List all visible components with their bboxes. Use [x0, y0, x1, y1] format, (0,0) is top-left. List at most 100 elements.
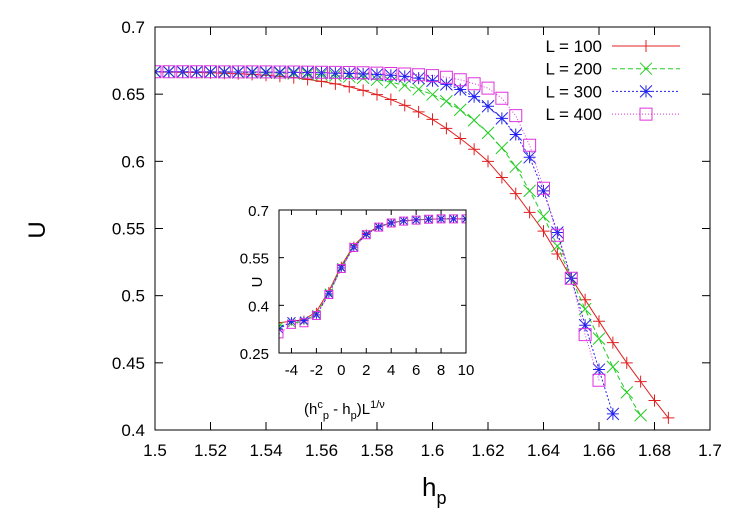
- y-tick-label: 0.5: [121, 287, 145, 306]
- marker: [342, 67, 356, 80]
- x-tick-label: 1.64: [527, 441, 560, 460]
- marker: [467, 90, 481, 103]
- plot-area: [155, 65, 675, 424]
- marker: [424, 214, 433, 224]
- marker: [301, 66, 314, 79]
- marker: [523, 138, 537, 152]
- marker: [578, 318, 592, 332]
- marker: [509, 160, 523, 174]
- marker: [551, 226, 564, 239]
- marker: [361, 230, 371, 240]
- series-line: [279, 218, 466, 324]
- marker: [311, 311, 321, 321]
- marker: [398, 67, 412, 81]
- plot-area: [279, 214, 466, 339]
- marker: [426, 88, 439, 101]
- inset-x-axis-label: (hcp - hp)L1/ν: [304, 399, 385, 422]
- marker: [440, 78, 453, 91]
- marker: [606, 407, 620, 421]
- marker: [231, 65, 245, 79]
- marker: [453, 103, 467, 117]
- marker: [412, 82, 425, 96]
- marker: [523, 184, 536, 198]
- x-tick-label: 8: [437, 362, 445, 379]
- x-label-part: )L: [357, 401, 370, 418]
- marker: [299, 316, 309, 325]
- x-tick-label: 4: [387, 362, 395, 379]
- x-tick-label: 10: [458, 362, 475, 379]
- x-tick-label: 1.52: [194, 441, 227, 460]
- marker: [374, 222, 384, 232]
- y-tick-label: 0.25: [240, 346, 269, 363]
- x-label-part: (h: [304, 401, 317, 418]
- x-tick-label: 1.7: [698, 441, 722, 460]
- marker: [315, 66, 328, 80]
- marker: [467, 113, 481, 127]
- x-tick-label: 6: [412, 362, 420, 379]
- marker: [537, 225, 550, 238]
- marker: [461, 214, 466, 224]
- marker: [231, 65, 245, 79]
- x-label-part: h: [422, 472, 436, 502]
- marker: [329, 66, 342, 80]
- marker: [245, 65, 259, 79]
- marker: [162, 65, 176, 79]
- x-label-part: c: [317, 399, 323, 411]
- x-tick-label: -4: [285, 362, 298, 379]
- marker: [245, 65, 259, 79]
- marker: [384, 93, 397, 106]
- x-tick-label: 1.66: [582, 441, 615, 460]
- marker: [190, 65, 204, 79]
- marker: [398, 99, 411, 112]
- marker: [424, 214, 434, 224]
- marker: [593, 315, 605, 328]
- marker: [384, 68, 398, 82]
- marker: [606, 360, 620, 374]
- series-line: [279, 218, 466, 327]
- marker: [273, 65, 287, 79]
- marker: [453, 83, 467, 96]
- marker: [315, 65, 328, 79]
- marker: [436, 214, 446, 224]
- marker: [370, 66, 384, 80]
- marker: [537, 181, 550, 195]
- y-tick-label: 0.7: [121, 18, 145, 37]
- marker: [386, 218, 396, 228]
- marker: [217, 65, 231, 79]
- y-tick-label: 0.4: [248, 298, 269, 315]
- marker: [509, 187, 522, 200]
- x-label-part: p: [436, 488, 446, 508]
- marker: [426, 113, 439, 126]
- legend-label: L = 200: [545, 60, 602, 79]
- marker: [279, 329, 284, 339]
- marker: [329, 77, 342, 90]
- marker: [287, 65, 301, 79]
- marker: [176, 65, 190, 79]
- marker: [279, 321, 284, 331]
- main-plot: 1.5 1.52 1.54 1.56 1.58 1.6 1.62 1.64 1.66 1.68 1.…: [112, 18, 722, 460]
- x-tick-label: 1.5: [143, 441, 167, 460]
- marker: [426, 69, 439, 83]
- marker: [384, 66, 398, 80]
- marker: [620, 386, 634, 399]
- marker: [482, 155, 494, 168]
- marker: [495, 171, 508, 184]
- series-line: [155, 71, 600, 381]
- x-tick-label: 1.62: [471, 441, 504, 460]
- y-tick-label: 0.55: [240, 251, 269, 268]
- marker: [398, 78, 412, 92]
- marker: [349, 242, 359, 252]
- marker: [523, 206, 536, 219]
- marker: [440, 122, 453, 135]
- x-label-part: p: [323, 410, 329, 422]
- marker: [662, 411, 675, 424]
- marker: [204, 65, 217, 79]
- y-tick-label: 0.7: [248, 203, 269, 220]
- marker: [454, 132, 467, 145]
- marker: [495, 111, 509, 125]
- legend-marker: [639, 85, 653, 98]
- y-tick-label: 0.4: [121, 421, 145, 440]
- marker: [343, 80, 356, 93]
- marker: [357, 84, 370, 97]
- marker: [312, 310, 321, 320]
